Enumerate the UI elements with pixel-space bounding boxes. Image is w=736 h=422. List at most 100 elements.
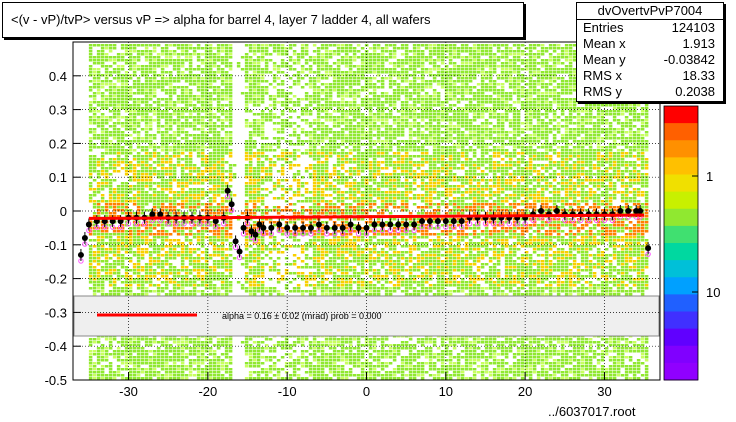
heatmap-cell [100, 239, 105, 242]
heatmap-cell [108, 86, 113, 89]
heatmap-cell [128, 377, 133, 380]
heatmap-cell [208, 287, 213, 290]
heatmap-cell [148, 152, 153, 155]
heatmap-cell [144, 374, 149, 377]
heatmap-cell [164, 233, 169, 236]
heatmap-cell [240, 284, 245, 287]
heatmap-cell [244, 152, 249, 155]
heatmap-cell [272, 221, 277, 224]
heatmap-cell [196, 284, 201, 287]
heatmap-cell [200, 203, 205, 206]
heatmap-cell [328, 266, 333, 269]
heatmap-cell [88, 287, 93, 290]
heatmap-cell [304, 92, 309, 95]
heatmap-cell [196, 356, 201, 359]
heatmap-cell [264, 347, 269, 350]
heatmap-cell [196, 179, 201, 182]
heatmap-cell [228, 212, 233, 215]
heatmap-cell [240, 341, 245, 344]
heatmap-cell [116, 293, 121, 296]
heatmap-cell [300, 365, 305, 368]
heatmap-cell [316, 344, 321, 347]
heatmap-cell [148, 362, 153, 365]
heatmap-cell [188, 242, 193, 245]
heatmap-cell [256, 365, 261, 368]
heatmap-cell [124, 269, 129, 272]
heatmap-cell [88, 89, 93, 92]
heatmap-cell [192, 260, 197, 263]
heatmap-cell [224, 368, 229, 371]
heatmap-cell [132, 179, 137, 182]
heatmap-cell [184, 50, 189, 53]
heatmap-cell [196, 68, 201, 71]
heatmap-cell [292, 155, 297, 158]
heatmap-cell [148, 341, 153, 344]
heatmap-cell [272, 209, 277, 212]
heatmap-cell [332, 68, 337, 71]
heatmap-cell [108, 104, 113, 107]
heatmap-cell [216, 359, 221, 362]
heatmap-cell [104, 269, 109, 272]
heatmap-cell [332, 371, 337, 374]
heatmap-cell [156, 119, 161, 122]
heatmap-cell [248, 260, 253, 263]
heatmap-cell [292, 272, 297, 275]
heatmap-cell [336, 134, 341, 137]
heatmap-cell [120, 275, 125, 278]
heatmap-cell [224, 260, 229, 263]
heatmap-cell [104, 146, 109, 149]
heatmap-cell [276, 146, 281, 149]
heatmap-cell [332, 146, 337, 149]
heatmap-cell [248, 218, 253, 221]
heatmap-cell [116, 77, 121, 80]
heatmap-cell [136, 338, 141, 341]
heatmap-cell [256, 347, 261, 350]
heatmap-cell [120, 101, 125, 104]
heatmap-cell [140, 65, 145, 68]
heatmap-cell [308, 275, 313, 278]
heatmap-cell [104, 356, 109, 359]
heatmap-cell [212, 284, 217, 287]
heatmap-cell [244, 278, 249, 281]
heatmap-cell [324, 344, 329, 347]
heatmap-cell [220, 143, 225, 146]
heatmap-cell [164, 47, 169, 50]
heatmap-cell [152, 173, 157, 176]
heatmap-cell [160, 230, 165, 233]
heatmap-cell [128, 74, 133, 77]
heatmap-cell [224, 113, 229, 116]
heatmap-cell [108, 278, 113, 281]
heatmap-cell [228, 104, 233, 107]
heatmap-cell [168, 101, 173, 104]
heatmap-cell [116, 68, 121, 71]
heatmap-cell [152, 182, 157, 185]
heatmap-cell [180, 137, 185, 140]
heatmap-cell [304, 44, 309, 47]
heatmap-cell [200, 341, 205, 344]
heatmap-cell [96, 338, 101, 341]
heatmap-cell [312, 284, 317, 287]
heatmap-cell [300, 260, 305, 263]
heatmap-cell [136, 122, 141, 125]
heatmap-cell [264, 218, 269, 221]
heatmap-cell [256, 149, 261, 152]
heatmap-cell [296, 359, 301, 362]
heatmap-cell [308, 365, 313, 368]
heatmap-cell [212, 137, 217, 140]
heatmap-cell [260, 56, 265, 59]
heatmap-cell [160, 341, 165, 344]
heatmap-cell [220, 155, 225, 158]
heatmap-cell [184, 338, 189, 341]
heatmap-cell [160, 71, 165, 74]
heatmap-cell [164, 53, 169, 56]
heatmap-cell [100, 233, 105, 236]
heatmap-cell [252, 377, 257, 380]
heatmap-cell [212, 53, 217, 56]
heatmap-cell [300, 53, 305, 56]
heatmap-cell [192, 125, 197, 128]
heatmap-cell [124, 128, 129, 131]
heatmap-cell [96, 110, 101, 113]
heatmap-cell [116, 191, 121, 194]
heatmap-cell [320, 44, 325, 47]
heatmap-cell [212, 266, 217, 269]
